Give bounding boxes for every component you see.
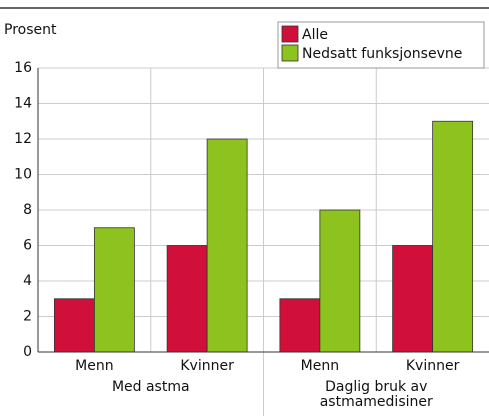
y-axis-label: Prosent [4, 22, 57, 38]
y-tick-label: 0 [23, 344, 32, 360]
x-tick-label: Menn [301, 358, 339, 374]
group-label: Daglig bruk av astmamedisiner [319, 379, 433, 410]
y-tick-label: 2 [23, 309, 32, 325]
bar [53, 298, 95, 353]
x-tick-label: Kvinner [406, 358, 460, 374]
y-tick-label: 10 [14, 167, 32, 183]
bar [319, 209, 361, 353]
x-tick-label: Menn [75, 358, 113, 374]
x-tick-label: Kvinner [180, 358, 234, 374]
bar [279, 298, 321, 353]
y-tick-label: 8 [23, 202, 32, 218]
legend-label: Nedsatt funksjonsevne [302, 46, 462, 62]
y-tick-label: 4 [23, 273, 32, 289]
legend-label: Alle [302, 27, 328, 43]
y-tick-label: 12 [14, 131, 32, 147]
bar [93, 227, 135, 353]
bar [206, 138, 248, 353]
y-tick-label: 16 [14, 60, 32, 76]
y-tick-label: 6 [23, 238, 32, 254]
bar [432, 120, 474, 353]
group-label: Med astma [111, 379, 190, 395]
legend-swatch [281, 44, 299, 62]
y-tick-label: 14 [14, 96, 32, 112]
bar [392, 245, 434, 353]
legend-swatch [281, 25, 299, 43]
legend-box [277, 21, 485, 69]
bar [166, 245, 208, 353]
